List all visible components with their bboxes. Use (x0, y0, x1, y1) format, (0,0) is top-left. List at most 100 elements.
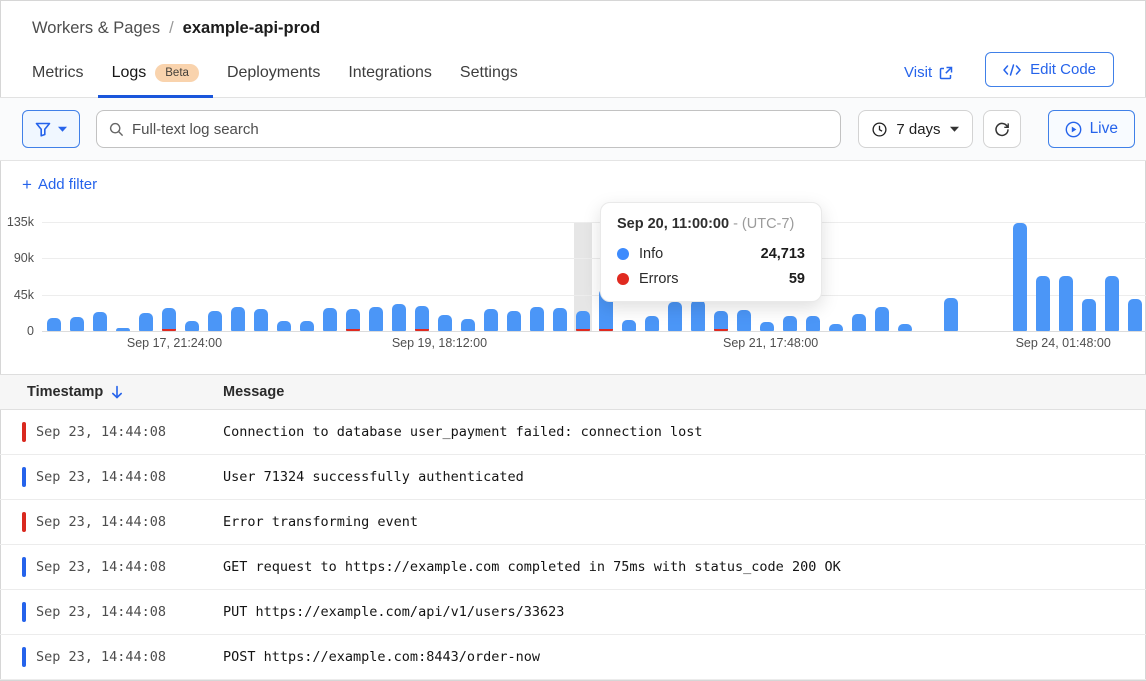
chart-bar-slot[interactable] (88, 222, 111, 331)
chart-bar[interactable] (207, 310, 222, 331)
chart-bar[interactable] (253, 309, 268, 331)
chart-bar-slot[interactable] (1031, 222, 1054, 331)
chart-bar[interactable] (414, 306, 429, 331)
chart-bar[interactable] (1081, 298, 1096, 331)
chart-bar[interactable] (851, 314, 866, 331)
chart-bar-slot[interactable] (410, 222, 433, 331)
chart-bar[interactable] (575, 311, 590, 331)
chart-bar-slot[interactable] (640, 222, 663, 331)
chart-bar-slot[interactable] (433, 222, 456, 331)
chart-bar[interactable] (161, 308, 176, 331)
chart-bar-slot[interactable] (502, 222, 525, 331)
table-row[interactable]: Sep 23, 14:44:08 POST https://example.co… (0, 635, 1146, 680)
chart-bar[interactable] (782, 315, 797, 331)
chart-bar[interactable] (368, 306, 383, 331)
chart-bar-slot[interactable] (364, 222, 387, 331)
chart-bar[interactable] (621, 319, 636, 331)
chart-bar[interactable] (1104, 276, 1119, 331)
chart-bar[interactable] (322, 308, 337, 331)
chart-bar-slot[interactable] (916, 222, 939, 331)
chart-bar-slot[interactable] (663, 222, 686, 331)
chart-bar-slot[interactable] (571, 222, 594, 331)
chart-bar-slot[interactable] (709, 222, 732, 331)
chart-bar[interactable] (690, 300, 705, 331)
chart-bar-slot[interactable] (387, 222, 410, 331)
chart-bar-slot[interactable] (157, 222, 180, 331)
table-row[interactable]: Sep 23, 14:44:08 PUT https://example.com… (0, 590, 1146, 635)
chart-bar[interactable] (115, 327, 130, 331)
chart-bar-slot[interactable] (1054, 222, 1077, 331)
chart-bar[interactable] (874, 306, 889, 331)
chart-bar[interactable] (943, 297, 958, 331)
chart-bar[interactable] (437, 314, 452, 331)
visit-link[interactable]: Visit (896, 54, 961, 97)
tab-deployments[interactable]: Deployments (226, 64, 321, 81)
chart-bar-slot[interactable] (42, 222, 65, 331)
table-row[interactable]: Sep 23, 14:44:08 Connection to database … (0, 410, 1146, 455)
table-row[interactable]: Sep 23, 14:44:08 User 71324 successfully… (0, 455, 1146, 500)
search-input[interactable] (132, 120, 829, 138)
chart-bar[interactable] (69, 317, 84, 331)
chart-bar-slot[interactable] (249, 222, 272, 331)
chart-bar[interactable] (805, 315, 820, 331)
chart-bar-slot[interactable] (479, 222, 502, 331)
table-row[interactable]: Sep 23, 14:44:08 Error transforming even… (0, 500, 1146, 545)
chart-bar[interactable] (299, 320, 314, 331)
live-button[interactable]: Live (1047, 110, 1135, 148)
column-header-timestamp[interactable]: Timestamp (22, 384, 223, 400)
chart-bar[interactable] (529, 306, 544, 331)
refresh-button[interactable] (982, 110, 1021, 148)
chart-bar-slot[interactable] (686, 222, 709, 331)
chart-bar-slot[interactable] (778, 222, 801, 331)
breadcrumb-parent[interactable]: Workers & Pages (32, 19, 161, 37)
chart-bar[interactable] (92, 312, 107, 331)
chart-bar[interactable] (184, 321, 199, 331)
chart-bar[interactable] (230, 306, 245, 331)
chart-bar[interactable] (736, 310, 751, 331)
chart-bar[interactable] (138, 313, 153, 331)
chart-bar-slot[interactable] (525, 222, 548, 331)
chart-bar-slot[interactable] (226, 222, 249, 331)
chart-bar-slot[interactable] (318, 222, 341, 331)
chart-bar[interactable] (1127, 298, 1142, 331)
chart-bar-slot[interactable] (962, 222, 985, 331)
chart-bar[interactable] (46, 318, 61, 331)
table-row[interactable]: Sep 23, 14:44:08 GET request to https://… (0, 545, 1146, 590)
chart-bar[interactable] (483, 309, 498, 331)
chart-bar[interactable] (1012, 222, 1027, 331)
chart-bar-slot[interactable] (203, 222, 226, 331)
chart-bar-slot[interactable] (272, 222, 295, 331)
time-range-dropdown[interactable]: 7 days (858, 110, 973, 148)
tab-metrics[interactable]: Metrics (32, 64, 84, 81)
chart-bar-slot[interactable] (1123, 222, 1146, 331)
chart-bar-slot[interactable] (341, 222, 364, 331)
chart-bar-slot[interactable] (295, 222, 318, 331)
chart-bar-slot[interactable] (1008, 222, 1031, 331)
chart-bar[interactable] (1058, 276, 1073, 331)
chart-bar-slot[interactable] (111, 222, 134, 331)
chart-bar-slot[interactable] (847, 222, 870, 331)
chart-bar-slot[interactable] (893, 222, 916, 331)
chart-bar-slot[interactable] (134, 222, 157, 331)
chart-bar[interactable] (552, 308, 567, 331)
chart-bar-slot[interactable] (939, 222, 962, 331)
chart-bar[interactable] (460, 318, 475, 331)
chart-bar-slot[interactable] (755, 222, 778, 331)
tab-logs[interactable]: Logs Beta (97, 54, 213, 98)
chart-bar[interactable] (391, 304, 406, 331)
chart-bar[interactable] (276, 321, 291, 331)
chart-bar[interactable] (759, 322, 774, 331)
chart-bar-slot[interactable] (1077, 222, 1100, 331)
chart-bar[interactable] (345, 308, 360, 331)
chart-bar-slot[interactable] (732, 222, 755, 331)
chart-bar-slot[interactable] (1100, 222, 1123, 331)
chart-bar[interactable] (667, 301, 682, 331)
chart-bar[interactable] (897, 323, 912, 331)
chart-bar[interactable] (828, 323, 843, 331)
tab-settings[interactable]: Settings (459, 64, 518, 81)
edit-code-button[interactable]: Edit Code (985, 52, 1114, 87)
chart-bar-slot[interactable] (180, 222, 203, 331)
chart-bar-slot[interactable] (617, 222, 640, 331)
chart-plot[interactable] (42, 222, 1146, 331)
chart-bar[interactable] (644, 316, 659, 331)
